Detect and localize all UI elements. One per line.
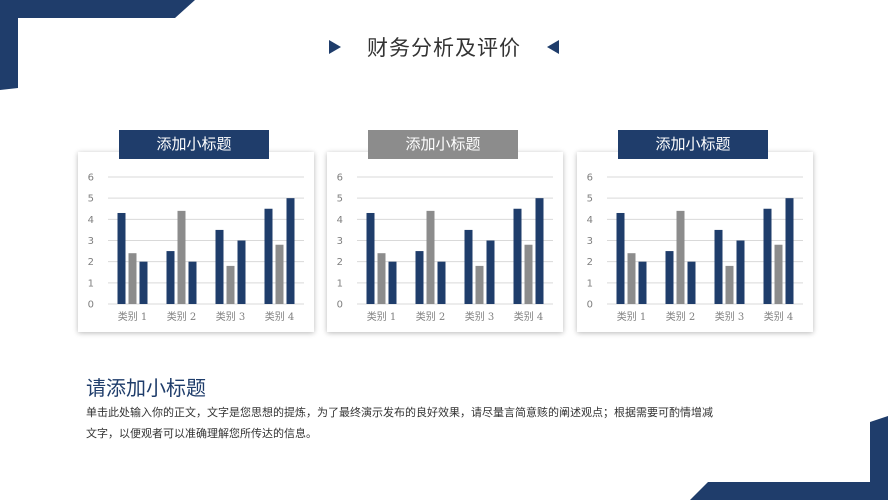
bar bbox=[377, 253, 386, 304]
x-tick-label: 类别 4 bbox=[514, 310, 544, 323]
chart-card-1: 0 1 2 3 4 5 6 类别 1 类别 2 类别 3 类别 4 bbox=[78, 152, 314, 332]
bar bbox=[177, 210, 186, 304]
bar bbox=[714, 229, 723, 304]
slide-title: 财务分析及评价 bbox=[367, 36, 521, 60]
y-tick-label: 0 bbox=[88, 300, 94, 311]
y-tick-label: 6 bbox=[337, 173, 343, 184]
y-tick-label: 5 bbox=[88, 194, 94, 205]
bar bbox=[774, 244, 783, 304]
bar-chart-3: 0 1 2 3 4 5 6 类别 1 类别 2 类别 3 类别 4 bbox=[587, 173, 803, 323]
chart-card-2: 0 1 2 3 4 5 6 类别 1 类别 2 类别 3 类别 4 bbox=[327, 152, 563, 332]
bar bbox=[188, 261, 197, 304]
x-tick-label: 类别 2 bbox=[416, 310, 446, 323]
bar bbox=[215, 229, 224, 304]
y-tick-label: 6 bbox=[587, 173, 593, 184]
y-tick-label: 3 bbox=[88, 236, 94, 247]
card-title-2: 添加小标题 bbox=[368, 130, 518, 159]
y-tick-label: 3 bbox=[587, 236, 593, 247]
x-tick-label: 类别 4 bbox=[764, 310, 794, 323]
x-tick-label: 类别 1 bbox=[367, 310, 397, 323]
y-tick-label: 2 bbox=[337, 257, 343, 268]
y-tick-label: 1 bbox=[587, 278, 593, 289]
bar bbox=[725, 265, 734, 304]
y-tick-label: 2 bbox=[88, 257, 94, 268]
chart-card-3: 0 1 2 3 4 5 6 类别 1 类别 2 类别 3 类别 4 bbox=[577, 152, 813, 332]
corner-decoration-bottom-right bbox=[690, 416, 888, 500]
bar bbox=[426, 210, 435, 304]
x-tick-label: 类别 2 bbox=[666, 310, 696, 323]
x-tick-label: 类别 2 bbox=[167, 310, 197, 323]
body-line-1: 单击此处输入你的正文，文字是您思想的提炼，为了最终演示发布的良好效果，请尽量言简… bbox=[86, 406, 713, 419]
bar bbox=[128, 253, 137, 304]
y-tick-label: 2 bbox=[587, 257, 593, 268]
x-tick-label: 类别 1 bbox=[617, 310, 647, 323]
x-tick-label: 类别 3 bbox=[715, 310, 745, 323]
bar bbox=[524, 244, 533, 304]
bar bbox=[464, 229, 473, 304]
bar bbox=[676, 210, 685, 304]
y-tick-label: 0 bbox=[337, 300, 343, 311]
triangle-right-icon bbox=[329, 40, 341, 54]
y-tick-label: 1 bbox=[88, 278, 94, 289]
bar-chart-1: 0 1 2 3 4 5 6 类别 1 类别 2 类别 3 类别 4 bbox=[88, 173, 304, 323]
bar bbox=[475, 265, 484, 304]
bar bbox=[275, 244, 284, 304]
bar bbox=[117, 212, 126, 304]
bar bbox=[166, 251, 175, 304]
y-tick-label: 4 bbox=[88, 215, 94, 226]
card-title-1: 添加小标题 bbox=[119, 130, 269, 159]
bar bbox=[785, 198, 794, 304]
card-title-3: 添加小标题 bbox=[618, 130, 768, 159]
section-heading: 请添加小标题 bbox=[86, 376, 206, 400]
y-tick-label: 1 bbox=[337, 278, 343, 289]
bar bbox=[139, 261, 148, 304]
body-paragraph: 单击此处输入你的正文，文字是您思想的提炼，为了最终演示发布的良好效果，请尽量言简… bbox=[86, 402, 846, 444]
bar bbox=[513, 208, 522, 304]
slide-title-row: 财务分析及评价 bbox=[0, 30, 888, 64]
bar bbox=[763, 208, 772, 304]
body-line-2: 文字，以便观者可以准确理解您所传达的信息。 bbox=[86, 427, 317, 440]
bar bbox=[286, 198, 295, 304]
bar bbox=[226, 265, 235, 304]
y-tick-label: 5 bbox=[337, 194, 343, 205]
bar bbox=[388, 261, 397, 304]
corner-decoration-top-left bbox=[0, 0, 195, 90]
bar-chart-2: 0 1 2 3 4 5 6 类别 1 类别 2 类别 3 类别 4 bbox=[337, 173, 553, 323]
y-tick-label: 0 bbox=[587, 300, 593, 311]
x-tick-label: 类别 4 bbox=[265, 310, 295, 323]
bar bbox=[535, 198, 544, 304]
bar bbox=[415, 251, 424, 304]
x-tick-label: 类别 3 bbox=[465, 310, 495, 323]
triangle-left-icon bbox=[547, 40, 559, 54]
bar bbox=[437, 261, 446, 304]
bar bbox=[616, 212, 625, 304]
bar bbox=[264, 208, 273, 304]
bar bbox=[486, 240, 495, 304]
y-tick-label: 6 bbox=[88, 173, 94, 184]
y-tick-label: 5 bbox=[587, 194, 593, 205]
bar bbox=[687, 261, 696, 304]
y-tick-label: 4 bbox=[587, 215, 593, 226]
bar bbox=[736, 240, 745, 304]
bar bbox=[366, 212, 375, 304]
y-tick-label: 4 bbox=[337, 215, 343, 226]
bar bbox=[627, 253, 636, 304]
bar bbox=[237, 240, 246, 304]
x-tick-label: 类别 3 bbox=[216, 310, 246, 323]
x-tick-label: 类别 1 bbox=[118, 310, 148, 323]
y-tick-label: 3 bbox=[337, 236, 343, 247]
bar bbox=[638, 261, 647, 304]
bar bbox=[665, 251, 674, 304]
